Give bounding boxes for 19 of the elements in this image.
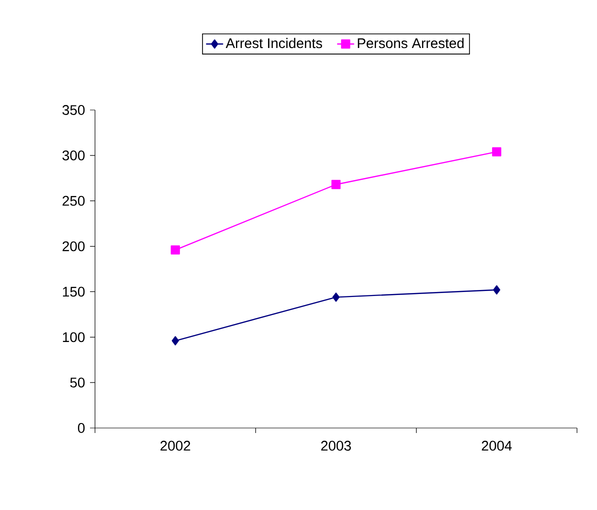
y-tick-label: 50	[70, 378, 85, 388]
legend-label: Arrest Incidents	[226, 38, 322, 48]
x-tick-label: 2004	[482, 440, 512, 451]
x-tick-label: 2003	[321, 440, 351, 451]
point	[332, 292, 340, 302]
y-tick-label: 0	[78, 423, 85, 433]
point	[170, 245, 180, 254]
point	[172, 336, 179, 346]
point	[331, 180, 341, 190]
point	[493, 285, 500, 294]
y-tick-label: 350	[62, 105, 85, 115]
y-tick-label: 100	[62, 332, 85, 342]
x-tick-label: 2002	[160, 440, 190, 451]
y-tick-label: 150	[62, 286, 85, 297]
y-tick-label: 250	[62, 196, 85, 206]
y-tick-label: 300	[62, 150, 85, 160]
point	[492, 147, 502, 156]
legend-label: Persons Arrested	[358, 38, 464, 48]
y-tick-label: 200	[62, 241, 85, 252]
